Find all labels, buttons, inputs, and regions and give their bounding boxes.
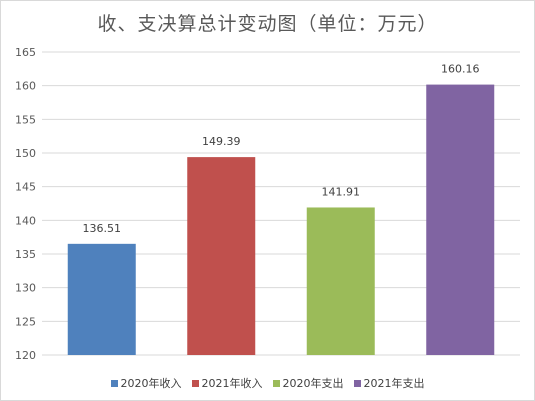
- legend-item: 2021年收入: [191, 375, 263, 391]
- y-tick-label: 150: [15, 147, 36, 160]
- legend-item: 2020年支出: [272, 375, 344, 391]
- legend-swatch: [272, 379, 280, 387]
- y-tick-label: 140: [15, 214, 36, 227]
- legend-swatch: [353, 379, 361, 387]
- y-tick-label: 165: [15, 46, 36, 59]
- y-tick-label: 135: [15, 248, 36, 261]
- data-label: 141.91: [322, 185, 361, 198]
- data-label: 149.39: [202, 135, 241, 148]
- y-tick-label: 155: [15, 113, 36, 126]
- legend-swatch: [110, 379, 118, 387]
- bar-4: [426, 84, 495, 356]
- y-tick-label: 125: [15, 315, 36, 328]
- bar-3: [306, 207, 375, 355]
- data-label: 160.16: [441, 63, 480, 76]
- chart-title: 收、支决算总计变动图（单位：万元）: [97, 13, 438, 35]
- y-tick-label: 120: [15, 349, 36, 362]
- legend-label: 2021年支出: [363, 377, 425, 390]
- y-tick-label: 145: [15, 181, 36, 194]
- y-tick-label: 160: [15, 80, 36, 93]
- data-label: 136.51: [83, 222, 122, 235]
- legend-label: 2020年支出: [282, 377, 344, 390]
- y-tick-label: 130: [15, 282, 36, 295]
- legend-item: 2020年收入: [110, 375, 182, 391]
- legend-swatch: [191, 379, 199, 387]
- bar-2: [187, 157, 256, 355]
- bar-1: [67, 243, 136, 355]
- legend-item: 2021年支出: [353, 375, 425, 391]
- legend: 2020年收入 2021年收入 2020年支出 2021年支出: [1, 375, 534, 391]
- legend-label: 2020年收入: [120, 377, 182, 390]
- legend-label: 2021年收入: [201, 377, 263, 390]
